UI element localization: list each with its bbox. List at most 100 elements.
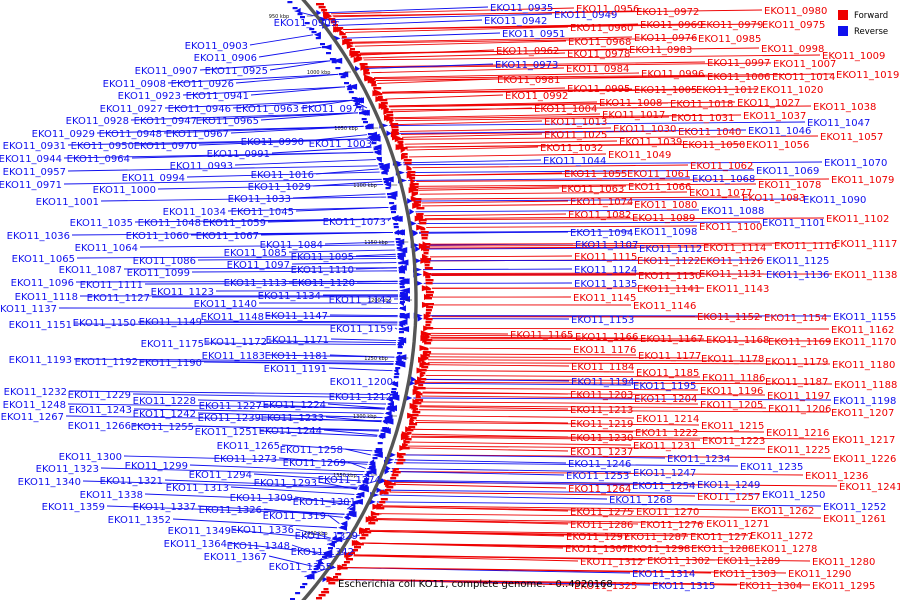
gene-label-right[interactable]: EKO11_1145 <box>573 293 636 304</box>
gene-label-right[interactable]: EKO11_0995 <box>567 84 630 95</box>
gene-label-right[interactable]: EKO11_1017 <box>602 110 665 121</box>
gene-label-right[interactable]: EKO11_1006 <box>707 72 770 83</box>
gene-label-right[interactable]: EKO11_1176 <box>573 345 636 356</box>
gene-label-right[interactable]: EKO11_0973 <box>495 60 558 71</box>
gene-label-right[interactable]: EKO11_1055 <box>564 169 627 180</box>
gene-label-right[interactable]: EKO11_1009 <box>822 51 885 62</box>
gene-label-left[interactable]: EKO11_1274 <box>318 475 381 486</box>
gene-label-right[interactable]: EKO11_1077 <box>689 188 752 199</box>
gene-label-right[interactable]: EKO11_1044 <box>543 156 606 167</box>
gene-label-right[interactable]: EKO11_1117 <box>834 239 897 250</box>
gene-label-right[interactable]: EKO11_1196 <box>700 386 763 397</box>
gene-label-left[interactable]: EKO11_1266 <box>68 421 131 432</box>
gene-label-left[interactable]: EKO11_1359 <box>42 502 105 513</box>
gene-label-right[interactable]: EKO11_1020 <box>760 85 823 96</box>
gene-label-left[interactable]: EKO11_1147 <box>265 311 328 322</box>
gene-label-left[interactable]: EKO11_1352 <box>108 515 171 526</box>
gene-label-left[interactable]: EKO11_1323 <box>36 464 99 475</box>
gene-label-left[interactable]: EKO11_0957 <box>3 167 66 178</box>
gene-label-left[interactable]: EKO11_0970 <box>134 141 197 152</box>
gene-label-right[interactable]: EKO11_1170 <box>833 337 896 348</box>
gene-label-left[interactable]: EKO11_0923 <box>118 91 181 102</box>
gene-label-left[interactable]: EKO11_1073 <box>323 217 386 228</box>
gene-label-left[interactable]: EKO11_1348 <box>227 541 290 552</box>
gene-label-right[interactable]: EKO11_1241 <box>839 482 900 493</box>
gene-label-right[interactable]: EKO11_1180 <box>832 360 895 371</box>
gene-label-left[interactable]: EKO11_1269 <box>283 458 346 469</box>
gene-label-right[interactable]: EKO11_1008 <box>599 98 662 109</box>
gene-label-right[interactable]: EKO11_1012 <box>696 85 759 96</box>
gene-label-left[interactable]: EKO11_0971 <box>0 180 62 191</box>
gene-label-right[interactable]: EKO11_1288 <box>691 544 754 555</box>
gene-label-left[interactable]: EKO11_1193 <box>9 355 72 366</box>
gene-label-right[interactable]: EKO11_1177 <box>638 351 701 362</box>
gene-label-right[interactable]: EKO11_1112 <box>639 244 702 255</box>
gene-label-right[interactable]: EKO11_1249 <box>697 480 760 491</box>
gene-label-right[interactable]: EKO11_1168 <box>706 335 769 346</box>
gene-label-right[interactable]: EKO11_1039 <box>619 137 682 148</box>
gene-label-right[interactable]: EKO11_1295 <box>812 581 875 592</box>
gene-label-left[interactable]: EKO11_0908 <box>103 79 166 90</box>
gene-label-right[interactable]: EKO11_1136 <box>766 270 829 281</box>
gene-label-right[interactable]: EKO11_1178 <box>701 354 764 365</box>
gene-label-right[interactable]: EKO11_1194 <box>571 377 634 388</box>
gene-label-right[interactable]: EKO11_1303 <box>713 569 776 580</box>
gene-label-right[interactable]: EKO11_1162 <box>831 325 894 336</box>
gene-label-right[interactable]: EKO11_1205 <box>700 400 763 411</box>
gene-label-left[interactable]: EKO11_1120 <box>292 278 355 289</box>
gene-label-right[interactable]: EKO11_1153 <box>571 315 634 326</box>
gene-label-right[interactable]: EKO11_1078 <box>758 180 821 191</box>
gene-label-right[interactable]: EKO11_1197 <box>767 391 830 402</box>
gene-label-right[interactable]: EKO11_1253 <box>566 471 629 482</box>
gene-label-left[interactable]: EKO11_1059 <box>203 218 266 229</box>
gene-label-right[interactable]: EKO11_1040 <box>678 127 741 138</box>
gene-label-left[interactable]: EKO11_1294 <box>189 470 252 481</box>
gene-label-left[interactable]: EKO11_1364 <box>164 539 227 550</box>
gene-label-left[interactable]: EKO11_1244 <box>259 426 322 437</box>
gene-label-right[interactable]: EKO11_1215 <box>701 421 764 432</box>
gene-label-left[interactable]: EKO11_1127 <box>87 293 150 304</box>
gene-label-right[interactable]: EKO11_1125 <box>766 256 829 267</box>
gene-label-right[interactable]: EKO11_0976 <box>634 33 697 44</box>
gene-label-right[interactable]: EKO11_1100 <box>699 222 762 233</box>
gene-label-right[interactable]: EKO11_1019 <box>836 70 899 81</box>
gene-label-right[interactable]: EKO11_1272 <box>750 531 813 542</box>
gene-label-left[interactable]: EKO11_1123 <box>151 287 214 298</box>
gene-label-left[interactable]: EKO11_1150 <box>73 318 136 329</box>
gene-label-right[interactable]: EKO11_1047 <box>807 118 870 129</box>
gene-label-right[interactable]: EKO11_1252 <box>823 502 886 513</box>
gene-label-right[interactable]: EKO11_1069 <box>756 166 819 177</box>
gene-label-right[interactable]: EKO11_1014 <box>772 72 835 83</box>
gene-label-left[interactable]: EKO11_1293 <box>254 478 317 489</box>
gene-label-right[interactable]: EKO11_1247 <box>633 468 696 479</box>
gene-label-right[interactable]: EKO11_1094 <box>570 228 633 239</box>
gene-label-right[interactable]: EKO11_1135 <box>574 279 637 290</box>
gene-label-left[interactable]: EKO11_1084 <box>260 240 323 251</box>
gene-label-right[interactable]: EKO11_0935 <box>490 3 553 14</box>
gene-label-left[interactable]: EKO11_1355 <box>269 562 332 573</box>
gene-label-right[interactable]: EKO11_1061 <box>627 169 690 180</box>
gene-label-left[interactable]: EKO11_1171 <box>266 335 329 346</box>
gene-label-left[interactable]: EKO11_1175 <box>141 339 204 350</box>
gene-label-left[interactable]: EKO11_0947 <box>134 116 197 127</box>
gene-label-right[interactable]: EKO11_1079 <box>831 175 894 186</box>
gene-label-left[interactable]: EKO11_0907 <box>135 66 198 77</box>
gene-label-left[interactable]: EKO11_1349 <box>168 526 231 537</box>
gene-label-left[interactable]: EKO11_1113 <box>224 278 287 289</box>
gene-label-right[interactable]: EKO11_1114 <box>703 243 766 254</box>
gene-label-left[interactable]: EKO11_1192 <box>75 357 138 368</box>
gene-label-right[interactable]: EKO11_1066 <box>628 182 691 193</box>
gene-label-right[interactable]: EKO11_1325 <box>574 581 637 592</box>
gene-label-right[interactable]: EKO11_1222 <box>635 428 698 439</box>
gene-label-left[interactable]: EKO11_1367 <box>204 552 267 563</box>
gene-label-left[interactable]: EKO11_1034 <box>163 207 226 218</box>
gene-label-right[interactable]: EKO11_1031 <box>671 113 734 124</box>
gene-label-right[interactable]: EKO11_1068 <box>692 174 755 185</box>
gene-label-right[interactable]: EKO11_1246 <box>568 459 631 470</box>
gene-label-left[interactable]: EKO11_1096 <box>11 278 74 289</box>
gene-label-left[interactable]: EKO11_1045 <box>231 207 294 218</box>
gene-label-right[interactable]: EKO11_1107 <box>575 240 638 251</box>
gene-label-right[interactable]: EKO11_1063 <box>561 184 624 195</box>
gene-label-right[interactable]: EKO11_0969 <box>640 20 703 31</box>
gene-label-left[interactable]: EKO11_1248 <box>3 400 66 411</box>
